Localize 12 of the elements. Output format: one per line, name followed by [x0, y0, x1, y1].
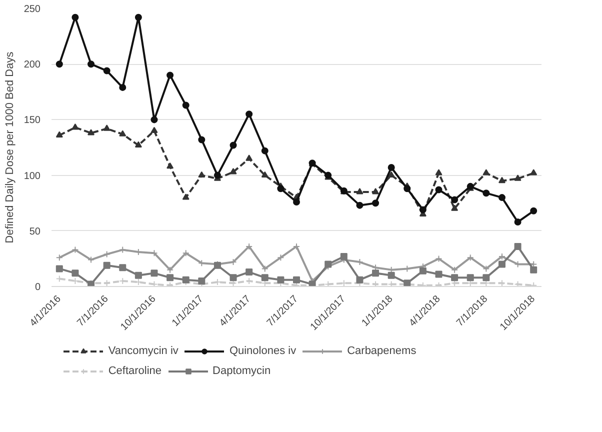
y-tick-label: 0 [34, 282, 41, 293]
legend-label: Ceftaroline [108, 365, 162, 377]
y-tick-label: 50 [29, 226, 41, 238]
y-axis-title: Defined Daily Dose per 1000 Bed Days [4, 51, 16, 244]
legend-label: Carbapenems [347, 345, 416, 357]
legend-label: Daptomycin [212, 365, 271, 377]
y-tick-label: 200 [24, 60, 41, 71]
y-tick-label: 250 [24, 4, 41, 15]
legend-label: Vancomycin iv [108, 345, 178, 357]
y-tick-label: 100 [24, 170, 41, 182]
y-tick-label: 150 [24, 115, 41, 126]
legend-label: Quinolones iv [229, 345, 296, 357]
